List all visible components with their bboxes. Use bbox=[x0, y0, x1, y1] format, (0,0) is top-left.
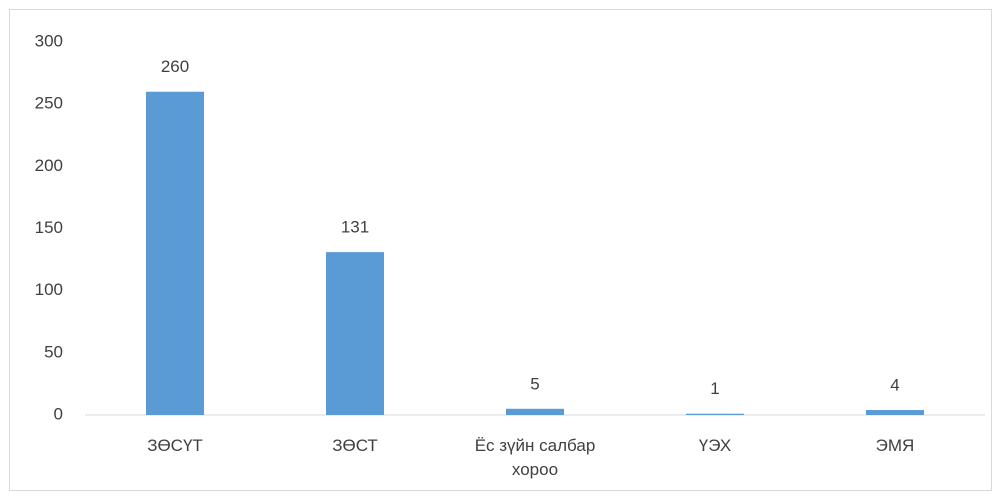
data-label: 1 bbox=[710, 379, 719, 398]
data-label: 260 bbox=[161, 57, 189, 76]
data-label: 5 bbox=[530, 374, 539, 393]
bar bbox=[506, 408, 564, 415]
y-tick-label: 250 bbox=[35, 94, 63, 113]
bar bbox=[866, 410, 924, 415]
y-tick-label: 300 bbox=[35, 31, 63, 50]
data-label: 4 bbox=[890, 376, 899, 395]
y-tick-label: 50 bbox=[44, 342, 63, 361]
y-tick-label: 100 bbox=[35, 280, 63, 299]
data-label: 131 bbox=[341, 218, 369, 237]
x-tick-label: ЗӨСҮТ bbox=[147, 436, 203, 455]
x-tick-label: ЗӨСТ bbox=[332, 436, 378, 455]
bar bbox=[326, 252, 384, 415]
y-tick-label: 200 bbox=[35, 156, 63, 175]
chart-frame bbox=[9, 9, 992, 491]
x-tick-label: Ёс зүйн салбар хороо bbox=[474, 436, 596, 479]
bar bbox=[146, 91, 204, 415]
bar bbox=[686, 413, 744, 415]
y-tick-label: 150 bbox=[35, 218, 63, 237]
x-tick-label: ҮЭХ bbox=[698, 436, 732, 455]
x-tick-label: ЭМЯ bbox=[875, 436, 915, 455]
y-tick-label: 0 bbox=[54, 404, 63, 423]
